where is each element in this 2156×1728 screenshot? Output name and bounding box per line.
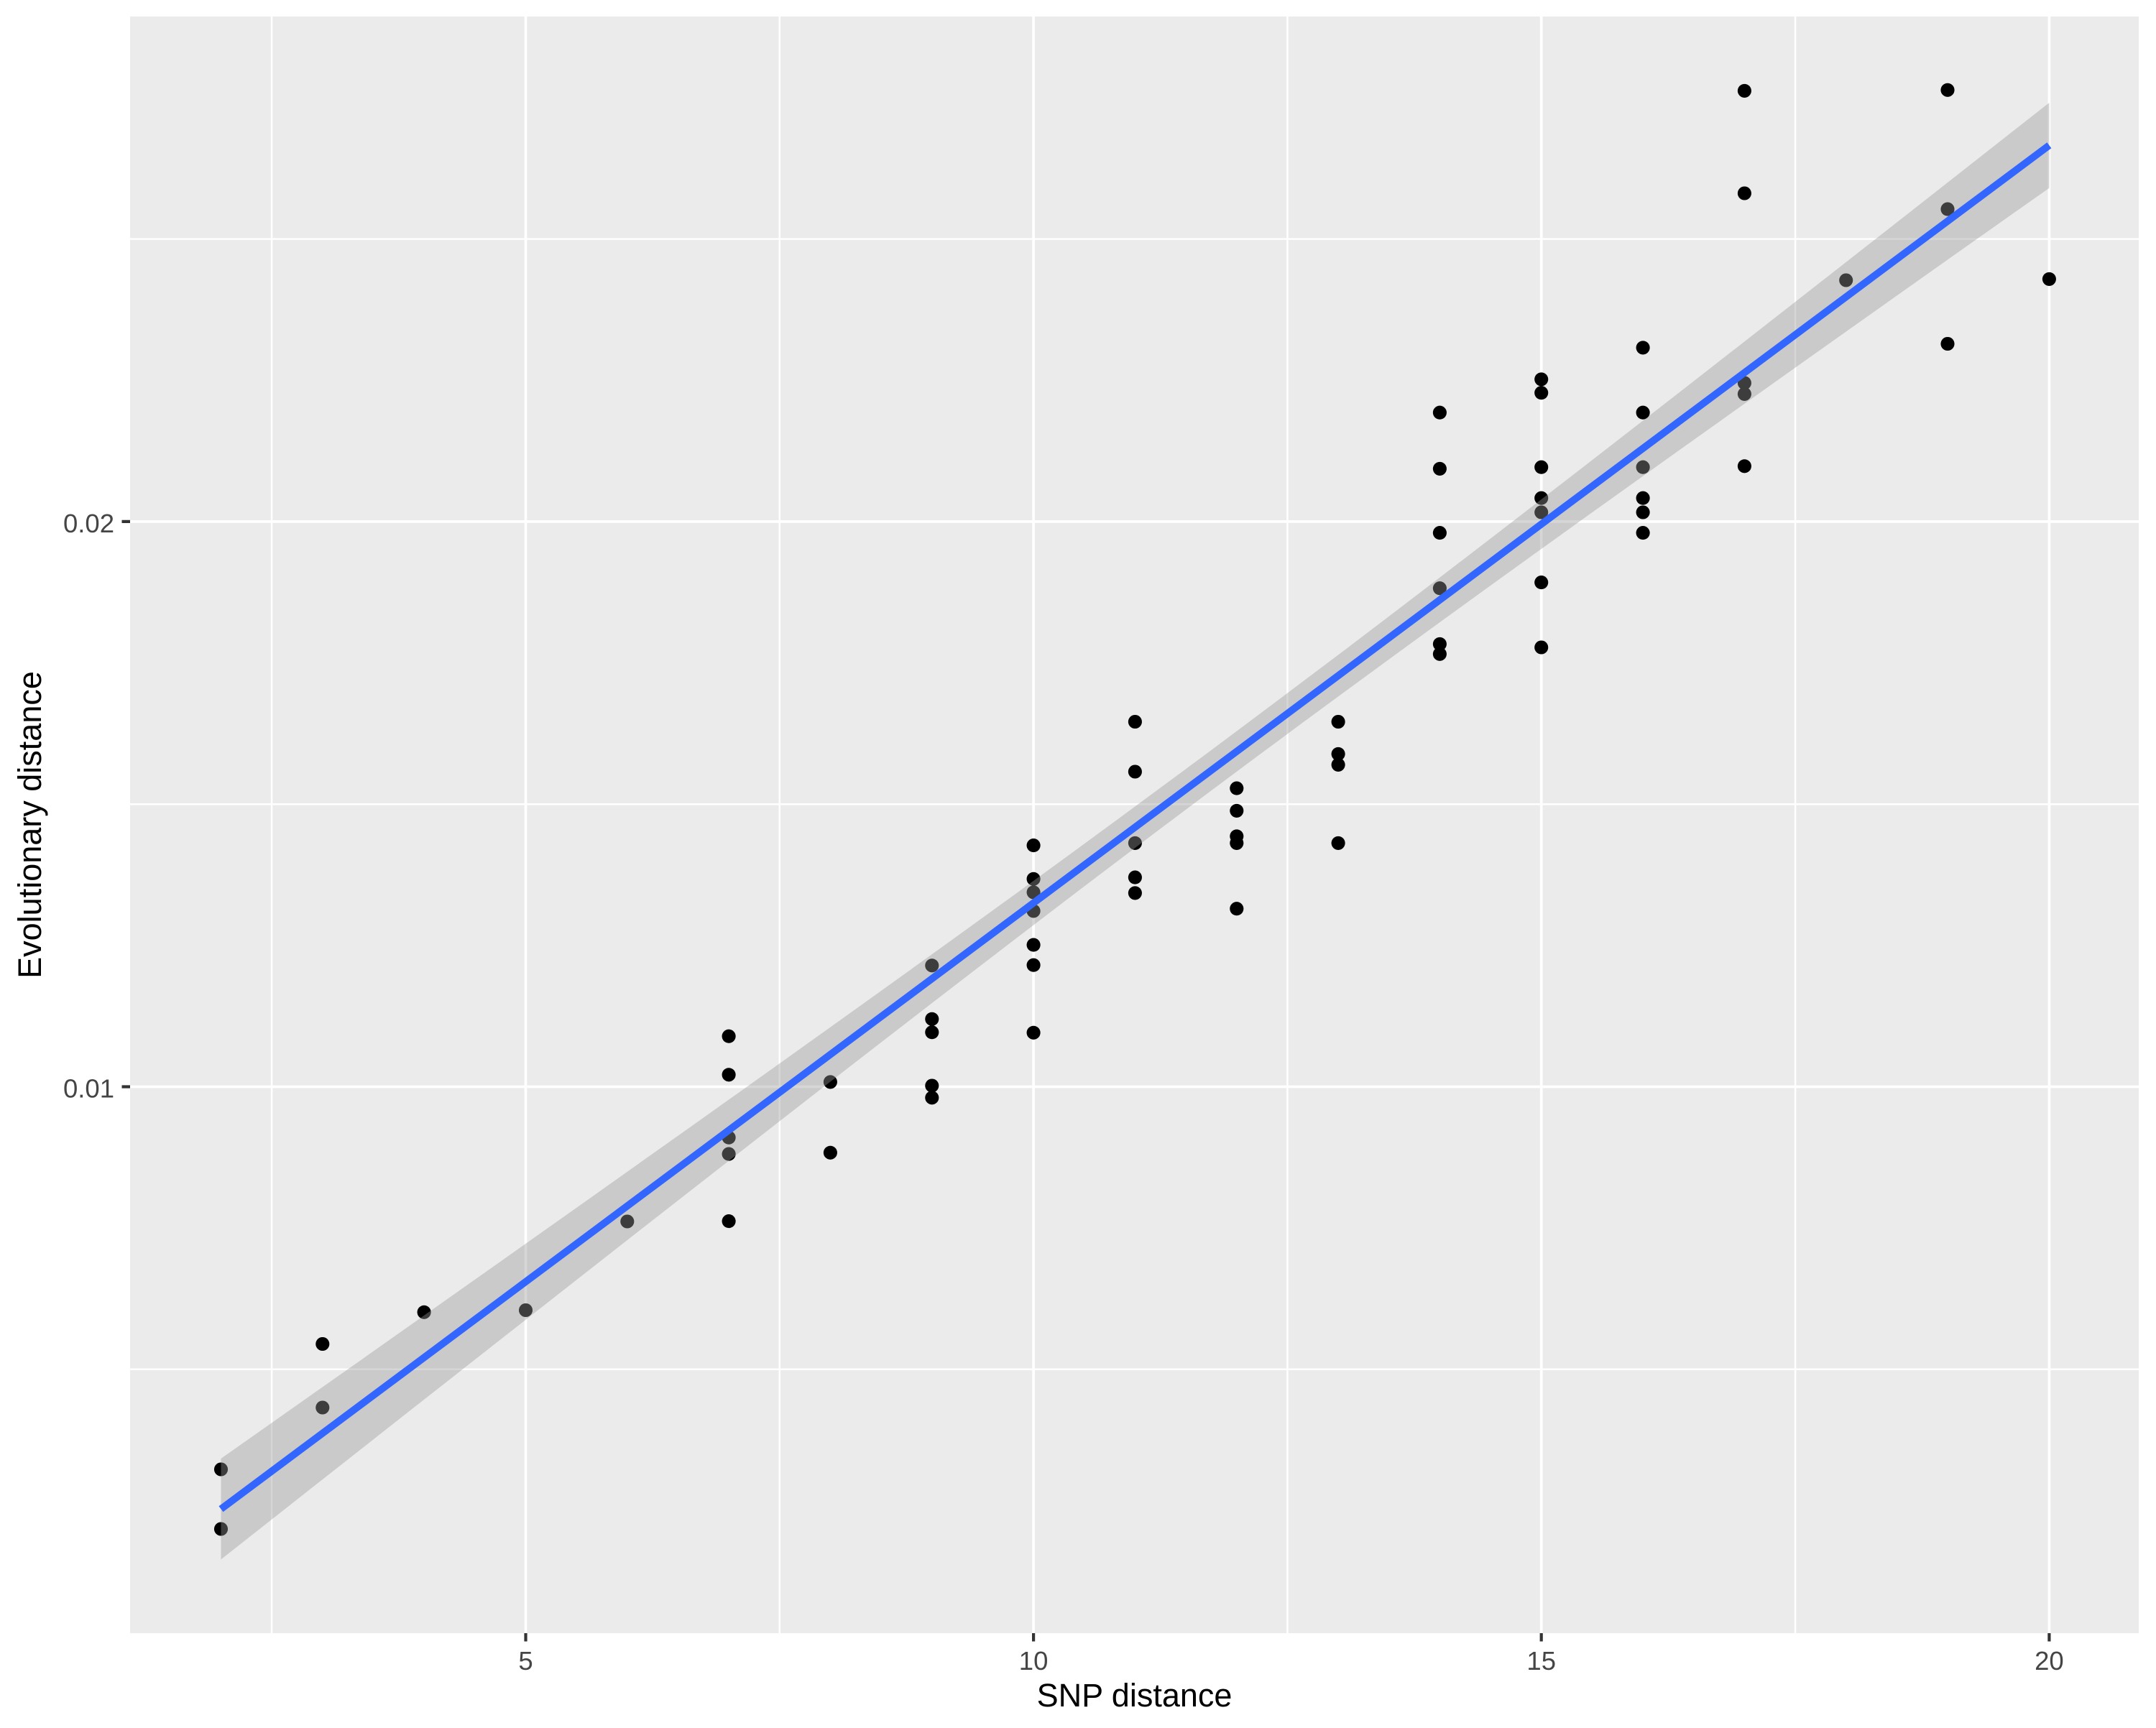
svg-text:10: 10 [1019, 1646, 1049, 1676]
svg-text:15: 15 [1526, 1646, 1556, 1676]
svg-text:20: 20 [2035, 1646, 2064, 1676]
svg-text:0.01: 0.01 [63, 1074, 114, 1104]
svg-text:0.02: 0.02 [63, 509, 114, 538]
svg-text:Evolutionary distance: Evolutionary distance [11, 671, 48, 979]
svg-text:SNP distance: SNP distance [1037, 1677, 1233, 1714]
svg-text:5: 5 [518, 1646, 533, 1676]
